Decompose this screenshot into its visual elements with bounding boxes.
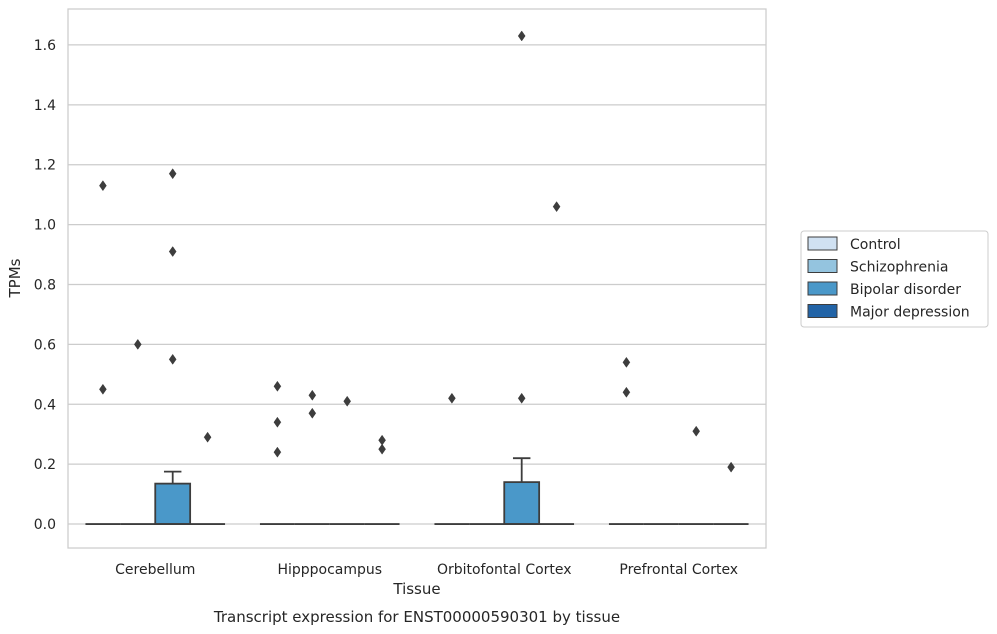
y-tick-label: 1.6 [34, 38, 56, 54]
legend-swatch [807, 281, 838, 296]
legend-swatch [807, 236, 838, 251]
outlier-point [308, 389, 317, 401]
grid-lines [68, 44, 766, 525]
outlier-point [168, 246, 177, 257]
chart-caption: Transcript expression for ENST0000059030… [213, 608, 620, 626]
box [503, 481, 541, 525]
outlier-point [552, 201, 561, 213]
outlier-point [692, 425, 701, 437]
box [154, 482, 192, 525]
outlier-point [133, 338, 142, 350]
legend-swatch [807, 259, 838, 273]
legend: Control Schizophrenia Bipolar disorder Majo… [800, 230, 989, 328]
outlier-point [273, 416, 282, 428]
outlier-point [622, 386, 631, 398]
x-tick-label: Cerebellum [115, 562, 195, 578]
box-group [678, 425, 714, 525]
outlier-point [273, 446, 282, 458]
y-tick-label: 0.8 [34, 277, 56, 293]
outlier-point [99, 180, 107, 192]
chart-marks [85, 30, 749, 525]
box-group [259, 380, 295, 525]
y-tick-labels: 0.0 0.2 0.4 0.6 0.8 1.0 1.2 1.4 1.6 [34, 38, 56, 533]
outlier-point [99, 383, 107, 395]
box-group [364, 434, 400, 525]
plot-frame [67, 8, 767, 549]
outlier-point [168, 168, 177, 180]
box-group [434, 392, 470, 525]
outlier-point [517, 30, 526, 42]
outlier-point [448, 392, 456, 404]
box-group [85, 180, 121, 525]
legend-frame [800, 230, 989, 328]
legend-label: Major depression [850, 305, 970, 321]
legend-swatch [807, 304, 838, 318]
x-axis-title: Tissue [392, 580, 440, 598]
y-axis-title: TPMs [6, 258, 24, 298]
outlier-point [517, 392, 526, 404]
outlier-point [273, 380, 282, 392]
y-tick-label: 1.4 [34, 98, 56, 114]
x-tick-label: Prefrontal Cortex [619, 562, 738, 578]
box-group [154, 168, 192, 525]
legend-label: Schizophrenia [850, 260, 948, 276]
outlier-point [622, 356, 631, 368]
x-tick-labels: Cerebellum Hipppocampus Orbitofontal Corte… [115, 562, 738, 578]
y-tick-label: 0.6 [34, 337, 56, 353]
box-group [608, 356, 644, 525]
box-group [294, 389, 330, 525]
box-group [190, 431, 226, 525]
x-tick-label: Hipppocampus [277, 562, 382, 578]
y-tick-label: 1.2 [34, 158, 56, 174]
outlier-point [378, 434, 386, 446]
outlier-point [343, 395, 352, 407]
outlier-point [203, 431, 212, 443]
outlier-point [727, 461, 735, 473]
box-group [713, 461, 749, 525]
y-tick-label: 1.0 [34, 218, 56, 234]
legend-label: Control [850, 237, 901, 253]
outlier-point [378, 443, 386, 455]
box-group [329, 395, 365, 525]
x-tick-label: Orbitofontal Cortex [437, 562, 572, 578]
outlier-point [168, 353, 177, 365]
outlier-point [308, 407, 317, 419]
legend-label: Bipolar disorder [850, 282, 961, 298]
box-group [503, 30, 541, 525]
box-group [120, 338, 156, 525]
box-group [539, 201, 575, 525]
y-tick-label: 0.4 [34, 397, 56, 413]
y-tick-label: 0.0 [34, 517, 56, 533]
y-tick-label: 0.2 [34, 457, 56, 473]
